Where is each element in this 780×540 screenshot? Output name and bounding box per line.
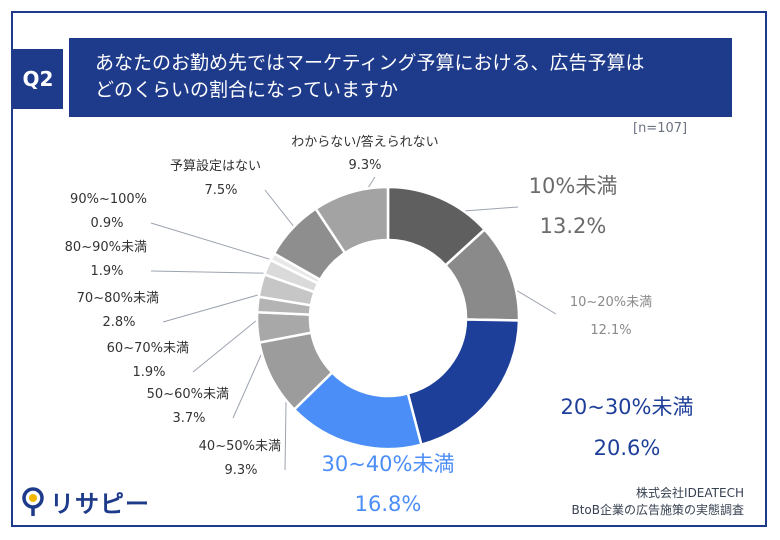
slice-value-label: 12.1% — [590, 323, 631, 338]
slice-value-label: 1.9% — [90, 264, 123, 279]
slice-value-label: 16.8% — [355, 492, 422, 516]
slice-label: 50~60%未満 — [147, 387, 229, 402]
slice-value-label: 3.7% — [172, 411, 205, 426]
slice-value-label: 20.6% — [594, 436, 661, 460]
slice-label: 60~70%未満 — [107, 341, 189, 356]
slice-label: 30~40%未満 — [322, 452, 455, 476]
slice-label: 90%~100% — [70, 192, 147, 207]
question-title: あなたのお勤め先ではマーケティング予算における、広告予算は どのくらいの割合にな… — [69, 38, 732, 117]
slice-label: 10%未満 — [529, 174, 618, 198]
slice-label: 20~30%未満 — [561, 395, 694, 419]
slice-value-label: 13.2% — [540, 214, 607, 238]
slice-label: 70~80%未満 — [77, 291, 159, 306]
slice-value-label: 0.9% — [90, 216, 123, 231]
slice-label: 予算設定はない — [170, 158, 261, 174]
slice-value-label: 9.3% — [224, 463, 257, 478]
slice-value-label: 9.3% — [348, 158, 381, 173]
slice-value-label: 1.9% — [132, 365, 165, 380]
donut-slice — [314, 185, 390, 255]
slice-value-label: 7.5% — [204, 183, 237, 198]
question-title-line1: あなたのお勤め先ではマーケティング予算における、広告予算は — [95, 52, 645, 74]
slice-label: 10~20%未満 — [570, 295, 652, 310]
question-number-badge: Q2 — [13, 49, 63, 109]
donut-slice — [406, 318, 521, 447]
source-credit: 株式会社IDEATECH BtoB企業の広告施策の実態調査 — [571, 485, 744, 519]
slice-label: わからない/答えられない — [291, 134, 438, 150]
slice-value-label: 2.8% — [102, 315, 135, 330]
question-title-line2: どのくらいの割合になっていますか — [95, 79, 399, 101]
source-survey: BtoB企業の広告施策の実態調査 — [571, 503, 744, 517]
logo-text: リサピー — [50, 490, 150, 518]
logo-pin-icon — [22, 486, 44, 516]
slice-label: 80~90%未満 — [65, 240, 147, 255]
source-company: 株式会社IDEATECH — [636, 486, 744, 500]
leader-line — [150, 270, 283, 275]
leader-line — [150, 222, 287, 265]
sample-size-label: [n=107] — [633, 121, 688, 136]
slice-label: 40~50%未満 — [199, 439, 281, 454]
risapy-logo: リサピー — [22, 484, 150, 519]
